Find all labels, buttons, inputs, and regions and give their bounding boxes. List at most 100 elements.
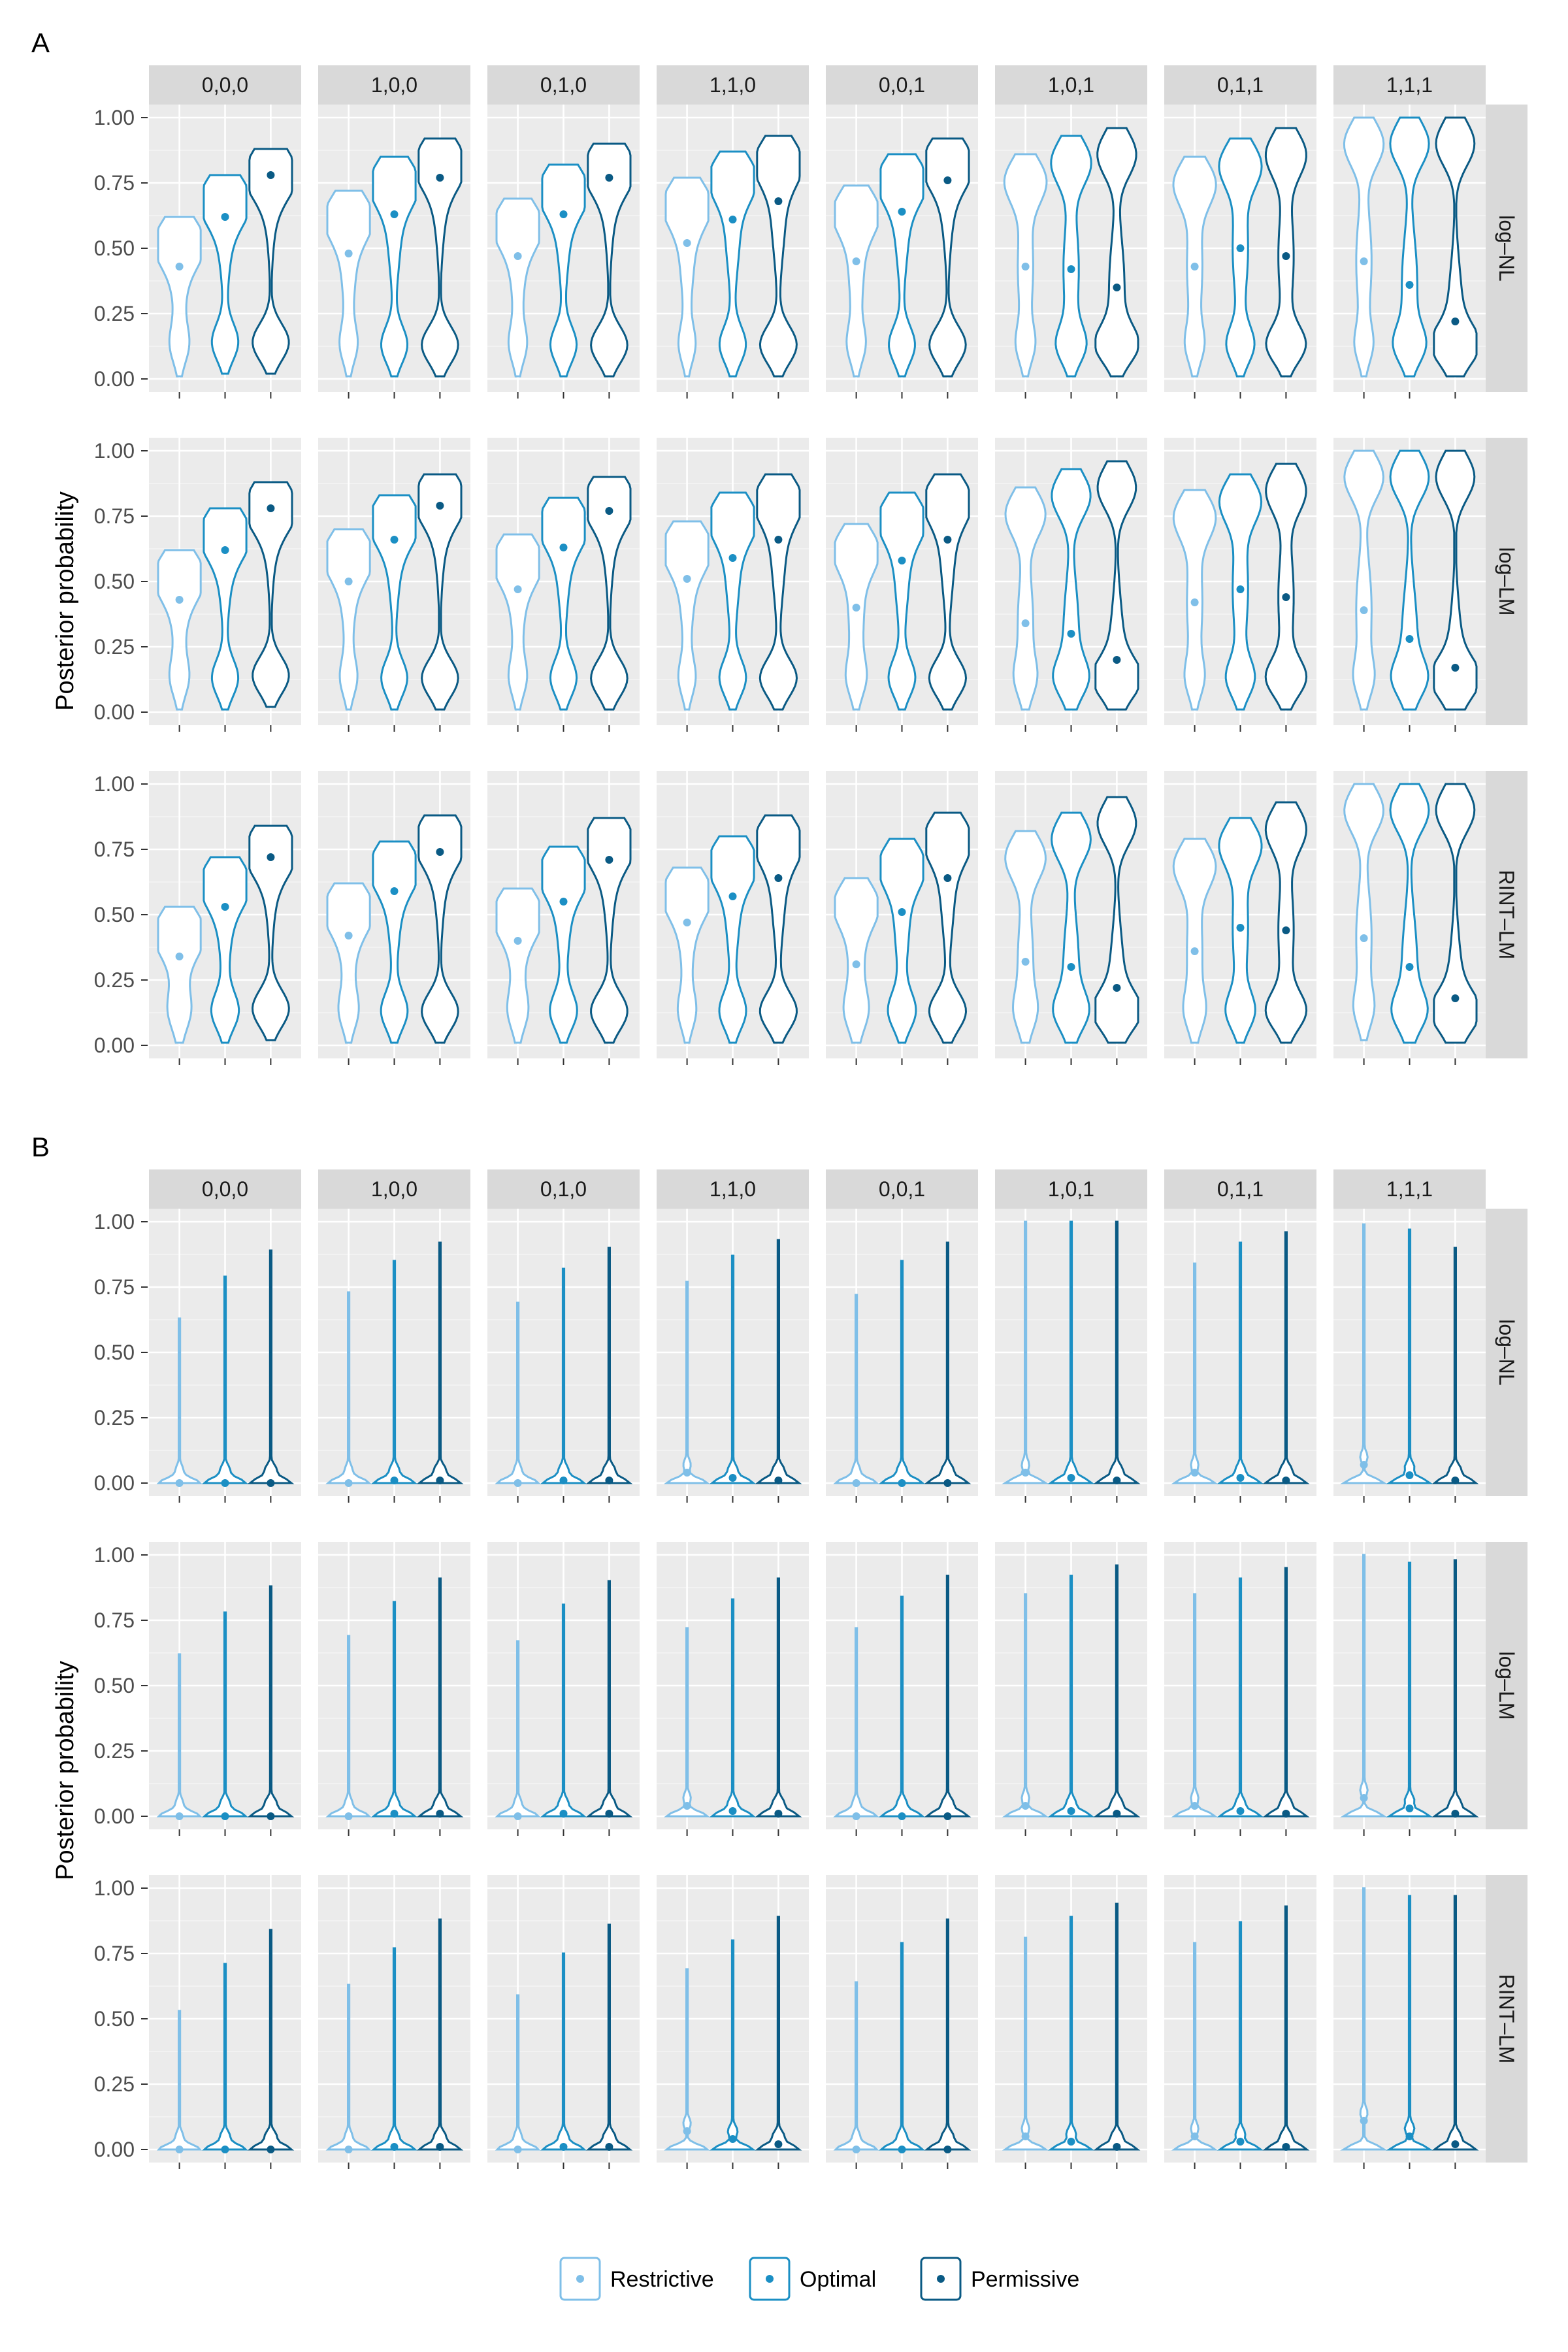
mean-point-permissive	[1451, 994, 1460, 1002]
violin-permissive	[755, 1239, 802, 1484]
mean-point-restrictive	[1190, 947, 1199, 955]
mean-point-optimal	[1405, 635, 1414, 643]
violin-optimal	[203, 856, 248, 1044]
mean-point-permissive	[1282, 1810, 1290, 1818]
mean-point-restrictive	[514, 2146, 522, 2153]
violin-restrictive	[663, 1281, 711, 1484]
violin-restrictive	[664, 1627, 711, 1818]
mean-point-restrictive	[1360, 606, 1368, 614]
violin-optimal	[1050, 135, 1092, 378]
column-strip-label: 1,1,0	[710, 73, 756, 97]
violin-permissive	[924, 1241, 972, 1484]
violin-restrictive	[1340, 1223, 1388, 1484]
mean-point-permissive	[436, 848, 444, 856]
violin-optimal	[1386, 1561, 1433, 1818]
column-strip-label: 1,0,0	[371, 1177, 417, 1201]
violin-permissive	[585, 1247, 633, 1484]
y-tick-label: 0.25	[94, 968, 135, 992]
mean-point-restrictive	[514, 1479, 522, 1487]
violin-optimal	[1389, 116, 1430, 378]
y-tick-label: 0.50	[94, 903, 135, 926]
y-tick-label: 0.25	[94, 1406, 135, 1429]
mean-point-permissive	[267, 1479, 275, 1487]
violin-restrictive	[495, 1640, 541, 1818]
mean-point-permissive	[267, 171, 275, 179]
violin-permissive	[756, 814, 801, 1044]
mean-point-restrictive	[1360, 934, 1368, 942]
y-tick-label: 0.75	[94, 838, 135, 861]
violin-permissive	[1094, 796, 1139, 1044]
violin-optimal	[1217, 1921, 1264, 2151]
panel-letter-a: A	[31, 27, 50, 58]
mean-point-permissive	[605, 856, 613, 864]
violin-permissive	[248, 825, 293, 1041]
mean-point-restrictive	[175, 953, 184, 960]
mean-point-permissive	[436, 2143, 444, 2151]
legend-dot-permissive	[937, 2275, 945, 2283]
column-strip	[149, 1169, 301, 1209]
violin-restrictive	[1004, 830, 1047, 1044]
mean-point-permissive	[1113, 984, 1121, 992]
violin-permissive	[924, 1918, 972, 2151]
violin-restrictive	[156, 1653, 203, 1818]
y-tick-label: 0.75	[94, 171, 135, 195]
violin-restrictive	[1002, 1593, 1049, 1818]
mean-point-optimal	[390, 536, 399, 544]
mean-point-permissive	[267, 853, 275, 861]
violin-restrictive	[833, 1294, 879, 1484]
y-tick-label: 1.00	[94, 772, 135, 796]
mean-point-permissive	[774, 2140, 783, 2148]
column-strip-label: 1,1,0	[710, 1177, 756, 1201]
y-tick-label: 0.00	[94, 1034, 135, 1057]
violin-optimal	[370, 1947, 418, 2151]
row-strip-label: log–LM	[1495, 1652, 1518, 1720]
violin-restrictive	[325, 1291, 372, 1484]
violin-restrictive	[1171, 1262, 1218, 1484]
violin-permissive	[416, 1918, 464, 2151]
mean-point-restrictive	[1360, 1794, 1368, 1802]
violin-restrictive	[325, 1635, 372, 1818]
mean-point-optimal	[390, 1810, 399, 1818]
mean-point-restrictive	[852, 257, 860, 265]
mean-point-restrictive	[1021, 958, 1030, 966]
violin-permissive	[925, 473, 970, 711]
y-tick-label: 0.25	[94, 635, 135, 659]
violin-restrictive	[156, 2010, 203, 2151]
column-strip	[318, 65, 470, 105]
mean-point-restrictive	[683, 575, 691, 583]
mean-point-permissive	[436, 1477, 444, 1484]
violin-restrictive	[326, 528, 371, 711]
mean-point-permissive	[1113, 656, 1121, 664]
column-strip-label: 0,1,1	[1217, 73, 1264, 97]
mean-point-optimal	[728, 216, 737, 223]
violin-optimal	[1047, 1220, 1095, 1484]
violin-restrictive	[326, 882, 371, 1044]
mean-point-restrictive	[852, 1479, 860, 1487]
mean-point-permissive	[605, 1477, 613, 1484]
mean-point-optimal	[1405, 2132, 1414, 2140]
y-tick-label: 0.00	[94, 1471, 135, 1495]
violin-permissive	[1262, 1231, 1310, 1484]
mean-point-optimal	[1405, 1471, 1414, 1479]
mean-point-optimal	[221, 903, 229, 911]
violin-permissive	[247, 1929, 295, 2151]
violin-restrictive	[834, 523, 879, 711]
legend-label-optimal: Optimal	[800, 2267, 876, 2292]
column-strip-label: 1,1,1	[1386, 73, 1433, 97]
grid-lines	[149, 105, 1486, 2163]
column-strip	[657, 65, 809, 105]
mean-point-restrictive	[1360, 1461, 1368, 1469]
mean-point-optimal	[559, 544, 568, 551]
violin-permissive	[925, 811, 970, 1044]
y-tick-label: 0.50	[94, 237, 135, 260]
violin-permissive	[1264, 801, 1308, 1044]
mean-point-restrictive	[175, 2146, 184, 2153]
mean-point-restrictive	[1190, 263, 1199, 270]
mean-point-permissive	[943, 536, 952, 544]
violin-optimal	[878, 1260, 926, 1484]
column-strip	[826, 1169, 978, 1209]
mean-point-permissive	[436, 174, 444, 182]
mean-point-permissive	[436, 502, 444, 510]
violin-permissive	[1433, 116, 1478, 378]
y-tick-label: 0.25	[94, 302, 135, 325]
